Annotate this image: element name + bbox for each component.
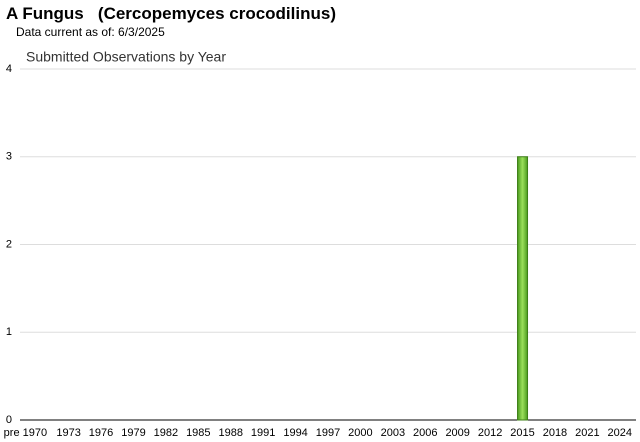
x-tick-label: 1985 (186, 427, 210, 439)
x-tick-label: 2009 (445, 427, 469, 439)
page-title: A Fungus (Cercopemyces crocodilinus) (6, 4, 336, 23)
chart-title: Submitted Observations by Year (26, 49, 226, 65)
y-tick-label: 0 (6, 414, 12, 426)
x-tick-label: pre 1970 (4, 427, 47, 439)
x-tick-label: 2018 (543, 427, 567, 439)
x-tick-label: 2003 (381, 427, 405, 439)
x-tick-label: 1988 (218, 427, 242, 439)
x-tick-label: 2021 (575, 427, 599, 439)
x-tick-label: 2024 (608, 427, 632, 439)
x-tick-label: 2012 (478, 427, 502, 439)
x-tick-label: 1994 (283, 427, 307, 439)
x-tick-label: 1976 (89, 427, 113, 439)
x-tick-label: 1991 (251, 427, 275, 439)
x-tick-label: 2000 (348, 427, 372, 439)
x-tick-label: 1973 (56, 427, 80, 439)
y-tick-label: 4 (6, 63, 12, 75)
y-tick-label: 3 (6, 151, 12, 163)
y-tick-label: 2 (6, 238, 12, 250)
y-tick-label: 1 (6, 326, 12, 338)
bar (517, 156, 529, 421)
x-tick-label: 1979 (121, 427, 145, 439)
x-tick-label: 1982 (154, 427, 178, 439)
x-tick-label: 2015 (510, 427, 534, 439)
subtitle: Data current as of: 6/3/2025 (16, 25, 165, 39)
x-tick-label: 2006 (413, 427, 437, 439)
x-tick-label: 1997 (316, 427, 340, 439)
